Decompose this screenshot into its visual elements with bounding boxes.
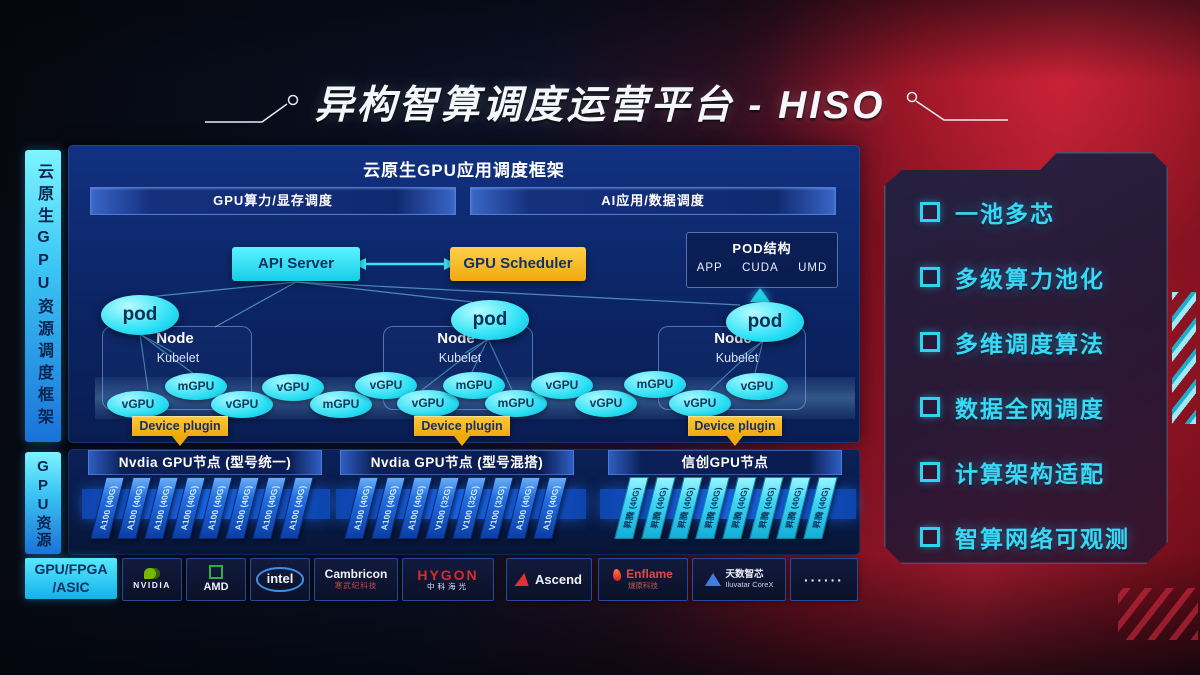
vendor-tile-iluvatar: 天数智芯 Iluvatar CoreX (692, 558, 786, 601)
hardware-type-line2: /ASIC (52, 578, 90, 595)
ascend-logo-icon (514, 573, 532, 586)
gpu-slice-ellipse: mGPU (310, 391, 372, 418)
gpu-slice-ellipse: vGPU (397, 390, 459, 417)
pod-structure-item: APP (696, 262, 723, 274)
vendor-subname: 中科海光 (427, 582, 469, 592)
feature-label: 数据全网调度 (955, 395, 1105, 422)
vendor-tile-hygon: HYGON 中科海光 (402, 558, 494, 601)
kubelet-label: Kubelet (715, 351, 759, 365)
square-bullet-icon (920, 202, 940, 222)
app-scheduling-bar: AI应用/数据调度 (470, 187, 836, 215)
pod-structure-box: POD结构 APP CUDA UMD (686, 232, 838, 288)
gpu-slice-ellipse: vGPU (575, 390, 637, 417)
device-plugin-badge: Device plugin (132, 416, 228, 446)
vendor-tile-nvidia: NVIDIA (122, 558, 182, 601)
hardware-type-line1: GPU/FPGA (34, 561, 108, 577)
pod-structure-item: UMD (798, 262, 828, 274)
gpu-node-type-label: Nvdia GPU节点 (型号混搭) (340, 450, 574, 475)
feature-label: 智算网络可观测 (955, 525, 1130, 552)
feature-item: 计算架构适配 (920, 439, 1168, 504)
gpu-node-type-label: 信创GPU节点 (608, 450, 842, 475)
feature-label: 计算架构适配 (955, 460, 1105, 487)
pod-structure-items: APP CUDA UMD (687, 262, 837, 274)
nvidia-logo-icon (144, 568, 160, 580)
pod-structure-item: CUDA (742, 262, 779, 274)
gpu-scheduler-box: GPU Scheduler (450, 247, 586, 281)
feature-item: 一池多芯 (920, 179, 1168, 244)
vendor-name: 天数智芯 (725, 568, 764, 580)
feature-item: 多维调度算法 (920, 309, 1168, 374)
gpu-card-stack-mixed: A100 (40G) A100 (40G) A100 (40G) V100 (32G)… (344, 477, 568, 539)
kubelet-label: Kubelet (156, 351, 200, 365)
enflame-logo-icon (612, 568, 622, 582)
feature-panel: 一池多芯 多级算力池化 多维调度算法 数据全网调度 计算架构适配 (884, 152, 1168, 564)
sidebar-label-gpu-resources: GPU资源 (25, 452, 61, 554)
feature-item: 数据全网调度 (920, 374, 1168, 439)
gpu-card-stack-uniform: A100 (40G) A100 (40G) A100 (40G) A100 (40G)… (90, 477, 314, 539)
vendor-tile-amd: AMD (186, 558, 246, 601)
square-bullet-icon (920, 332, 940, 352)
pod-structure-title: POD结构 (732, 241, 792, 256)
gpu-slice-ellipse: vGPU (726, 373, 788, 400)
gpu-card-stack-domestic: 昇腾 (40G) 昇腾 (40G) 昇腾 (40G) 昇腾 (40G) 昇腾 (40G)… (614, 477, 838, 539)
gpu-node-type-label: Nvdia GPU节点 (型号统一) (88, 450, 322, 475)
pod-ellipse: pod (726, 302, 804, 342)
vendor-name: Ascend (535, 572, 582, 587)
hazard-stripes-decoration (1172, 292, 1196, 424)
sidebar-label-scheduling-framework: 云原生GPU资源调度框架 (25, 150, 61, 442)
vendor-name: NVIDIA (133, 580, 171, 591)
vendor-tile-intel: intel (250, 558, 310, 601)
hardware-type-label: GPU/FPGA /ASIC (25, 558, 117, 599)
api-server-box: API Server (232, 247, 360, 281)
intel-logo-icon: intel (255, 567, 305, 592)
page-title: 异构智算调度运营平台 - HISO (314, 84, 886, 127)
device-plugin-badge: Device plugin (688, 416, 782, 446)
feature-item: 智算网络可观测 (920, 504, 1168, 569)
feature-item: 多级算力池化 (920, 244, 1168, 309)
square-bullet-icon (920, 397, 940, 417)
vendor-tile-more: ······ (790, 558, 858, 601)
feature-label: 多维调度算法 (955, 330, 1105, 357)
square-bullet-icon (920, 462, 940, 482)
iluvatar-logo-icon (704, 572, 721, 586)
vendor-name: AMD (203, 581, 229, 594)
red-stripes-decoration (1118, 588, 1198, 640)
gpu-slice-ellipse: mGPU (624, 371, 686, 398)
vendor-tile-ascend: Ascend (506, 558, 592, 601)
compute-scheduling-bar: GPU算力/显存调度 (90, 187, 456, 215)
vendor-name: HYGON (417, 567, 479, 584)
kubelet-label: Kubelet (438, 351, 482, 365)
vendor-tile-cambricon: Cambricon 寒武纪科技 (314, 558, 398, 601)
pod-ellipse: pod (101, 295, 179, 335)
vendor-subname: 燧原科技 (628, 581, 658, 591)
gpu-slice-ellipse: vGPU (211, 391, 273, 418)
device-plugin-badge: Device plugin (414, 416, 510, 446)
pod-ellipse: pod (451, 300, 529, 340)
framework-header: 云原生GPU应用调度框架 (363, 161, 565, 180)
vendor-subname: Iluvatar CoreX (725, 579, 774, 589)
amd-logo-icon (209, 565, 223, 580)
vendor-name: Enflame (626, 567, 673, 582)
vendor-tile-enflame: Enflame 燧原科技 (598, 558, 688, 601)
vendor-name: Cambricon (324, 567, 388, 582)
square-bullet-icon (920, 267, 940, 287)
pod-up-arrow-icon (750, 288, 770, 302)
gpu-slice-ellipse: mGPU (485, 390, 547, 417)
gpu-slice-ellipse: vGPU (669, 390, 731, 417)
vendor-subname: 寒武纪科技 (334, 581, 378, 591)
feature-label: 多级算力池化 (955, 265, 1105, 292)
gpu-slice-ellipse: vGPU (107, 391, 169, 418)
gpu-slice-ellipse: vGPU (531, 372, 593, 399)
ellipsis-icon: ······ (804, 571, 844, 588)
feature-label: 一池多芯 (955, 200, 1055, 227)
square-bullet-icon (920, 527, 940, 547)
